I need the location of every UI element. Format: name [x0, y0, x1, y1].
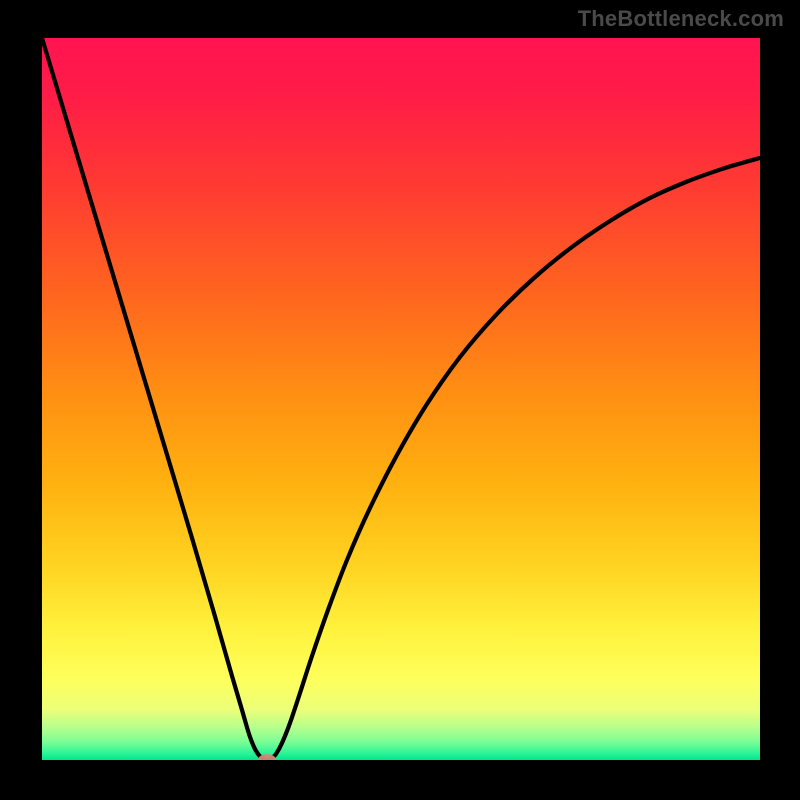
watermark-text: TheBottleneck.com [578, 6, 784, 32]
canvas: TheBottleneck.com [0, 0, 800, 800]
bottleneck-curve [42, 38, 760, 760]
plot-area [42, 38, 760, 760]
bottleneck-curve-svg [42, 38, 760, 760]
